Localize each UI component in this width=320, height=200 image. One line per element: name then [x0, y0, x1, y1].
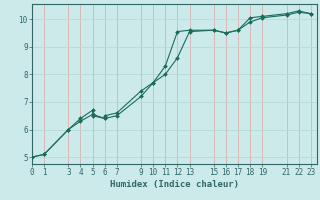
X-axis label: Humidex (Indice chaleur): Humidex (Indice chaleur) — [110, 180, 239, 189]
